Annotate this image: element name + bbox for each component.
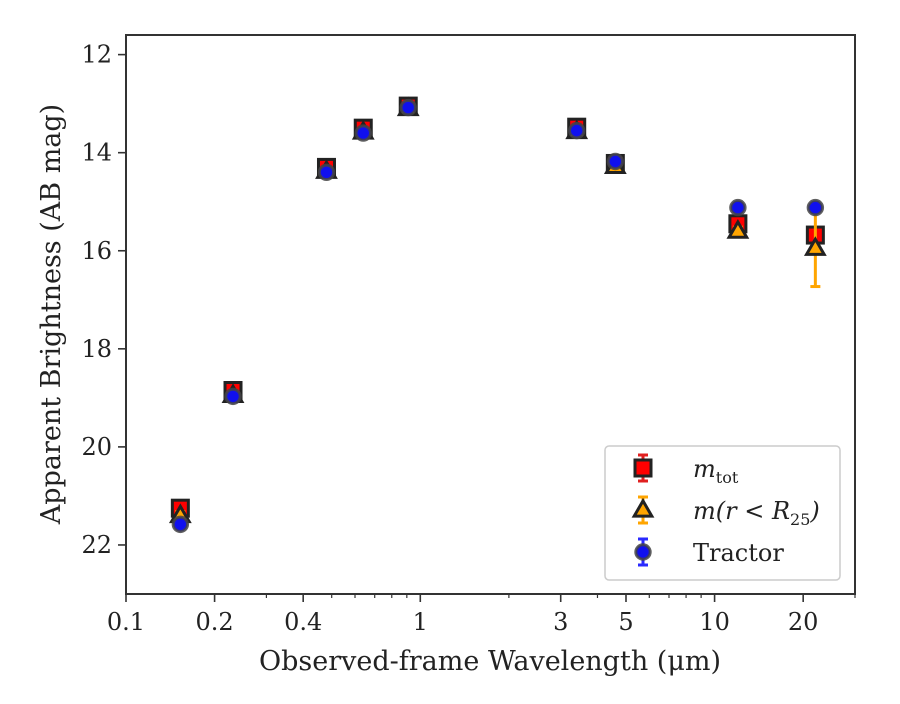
legend-box [604,445,841,581]
legend-label: m(r < R25) [693,497,820,529]
axes: 12 14 16 18 20 22 0.1 0.2 0.4 1 3 5 10 20 [81,34,856,636]
plot-frame [125,34,856,595]
legend-marker [634,543,652,561]
x-tick-label: 20 [788,608,819,636]
x-tick-label: 10 [699,608,730,636]
x-tick-label: 1 [413,608,428,636]
legend-label: Tractor [693,539,784,567]
x-axis-label: Observed-frame Wavelength (μm) [259,646,721,677]
data-point [171,515,190,534]
y-tick-label: 16 [81,237,112,265]
legend: mtot m(r < R25) Tractor [604,445,841,581]
data-point [803,236,827,256]
data-point [399,98,417,117]
legend-label: mtot [693,455,739,487]
x-tick-label: 0.4 [284,608,322,636]
data-point [726,219,750,239]
y-tick-label: 20 [81,433,112,461]
y-axis-label: Apparent Brightness (AB mag) [36,104,67,525]
data-point [806,198,825,217]
y-tick-label: 22 [81,531,112,559]
y-tick-label: 14 [81,139,112,167]
plot-area [168,96,827,534]
data-point [729,198,747,217]
data-point [568,121,586,140]
y-tick-label: 18 [81,335,112,363]
data-point [354,124,372,142]
x-tick-label: 0.2 [196,608,234,636]
series-tractor [171,98,825,534]
x-tick-label: 0.1 [107,608,145,636]
legend-marker [633,458,653,478]
data-point [317,163,336,181]
y-tick-label: 12 [81,41,112,69]
legend-marker [631,497,655,518]
x-tick-label: 5 [618,608,633,636]
data-point [606,152,625,171]
data-point [224,387,242,406]
x-tick-label: 3 [553,608,568,636]
